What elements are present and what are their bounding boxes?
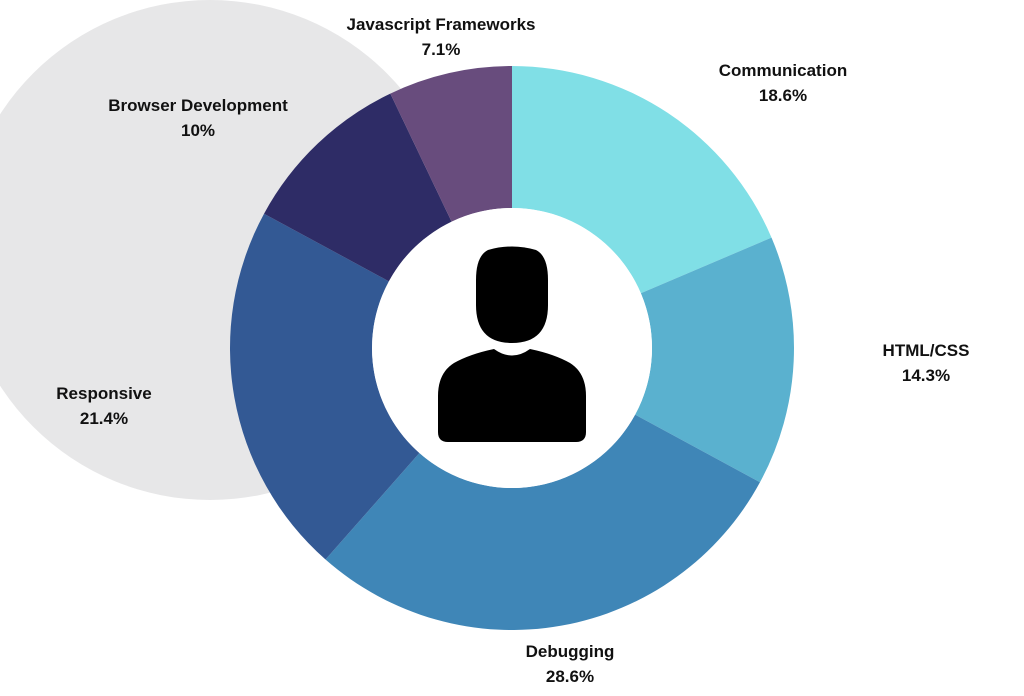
slice-communication <box>512 66 772 294</box>
slice-responsive <box>229 213 420 560</box>
slice-label-communication: Communication <box>719 61 847 80</box>
slice-label-debugging: Debugging <box>526 642 615 661</box>
slice-html-css <box>635 237 795 483</box>
slice-label-responsive: Responsive <box>56 384 151 403</box>
slice-debugging <box>325 414 760 630</box>
slice-value-debugging: 28.6% <box>546 667 594 686</box>
slice-value-communication: 18.6% <box>759 86 807 105</box>
slice-label-browser-development: Browser Development <box>108 96 288 115</box>
slice-browser-development <box>264 93 452 282</box>
slice-label-html-css: HTML/CSS <box>883 341 970 360</box>
slice-value-javascript-frameworks: 7.1% <box>422 40 461 59</box>
labels-group: Communication 18.6% HTML/CSS 14.3% Debugging… <box>56 15 969 686</box>
slice-value-browser-development: 10% <box>181 121 215 140</box>
slice-value-html-css: 14.3% <box>902 366 950 385</box>
slice-label-javascript-frameworks: Javascript Frameworks <box>347 15 536 34</box>
slice-javascript-frameworks <box>390 66 512 222</box>
slices-group <box>229 66 795 630</box>
user-silhouette-icon <box>438 246 586 442</box>
slice-value-responsive: 21.4% <box>80 409 128 428</box>
